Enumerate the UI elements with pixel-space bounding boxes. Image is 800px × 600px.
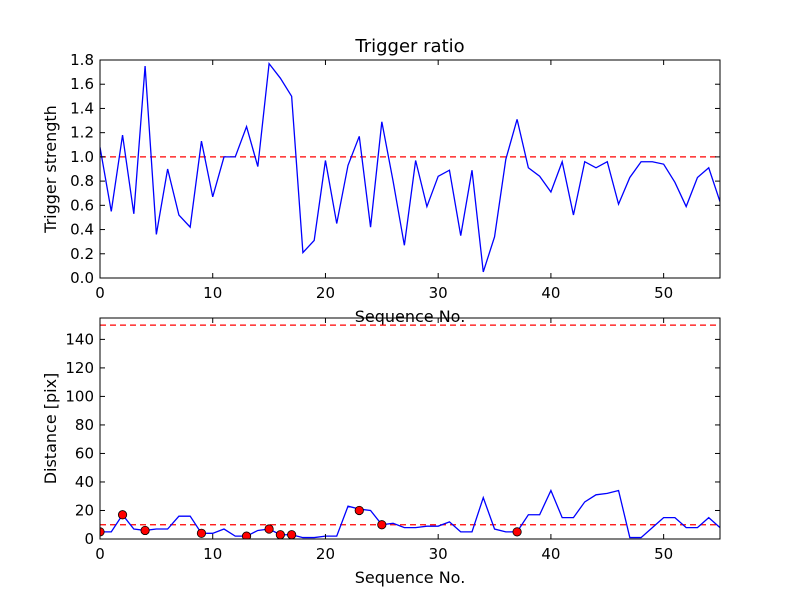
distance-x-tick-label: 0	[95, 545, 105, 563]
trigger-ratio-x-tick-label: 30	[429, 284, 448, 302]
distance-axes-frame	[99, 317, 721, 540]
distance-y-tick-label: 80	[75, 416, 94, 434]
trigger-ratio-x-tick-label: 20	[316, 284, 335, 302]
distance-y-tick-label: 20	[75, 501, 94, 519]
trigger-ratio-y-tick-label: 1.4	[70, 99, 94, 117]
distance-chart: 0 10 20 30 40 50 0 20 40 60 80 100 120 140 Sequence N…	[41, 317, 721, 587]
distance-y-tick-label: 120	[65, 359, 94, 377]
trigger-ratio-title: Trigger ratio	[354, 36, 464, 57]
trigger-ratio-x-tick-label: 40	[541, 284, 560, 302]
distance-marker-point	[241, 531, 252, 539]
trigger-ratio-x-axis-label: Sequence No.	[355, 307, 466, 326]
distance-x-tick-label: 30	[429, 545, 448, 563]
distance-plot-area	[99, 317, 721, 540]
distance-marker-point	[377, 520, 387, 530]
trigger-ratio-plot-area	[99, 59, 721, 279]
trigger-ratio-y-tick-label: 0.6	[70, 196, 94, 214]
trigger-ratio-x-tick-label: 50	[654, 284, 673, 302]
distance-marker-point	[287, 530, 297, 539]
trigger-ratio-clip-group	[100, 61, 720, 273]
distance-y-tick-label: 140	[65, 330, 94, 348]
trigger-ratio-y-tick-label: 1.8	[70, 51, 94, 69]
distance-marker-point	[275, 530, 285, 539]
trigger-ratio-axes-frame	[99, 59, 721, 279]
trigger-ratio-chart: 0 10 20 30 40 50 0.0 0.2 0.4 0.6 0.8 1.0 1.2 1.4 1.6 1.…	[41, 36, 721, 326]
distance-marker-point	[117, 510, 128, 520]
trigger-ratio-y-tick-label: 0.2	[70, 245, 94, 263]
trigger-ratio-y-axis-label: Trigger strength	[41, 105, 60, 234]
distance-x-axis-label: Sequence No.	[355, 568, 466, 587]
distance-marker-point	[196, 528, 207, 538]
trigger-ratio-ticks: 0 10 20 30 40 50 0.0 0.2 0.4 0.6 0.8 1.0 1.2 1.4 1.6 1.…	[70, 51, 720, 302]
distance-marker-point	[264, 524, 274, 534]
distance-y-tick-label: 40	[75, 473, 94, 491]
distance-clip-group	[100, 324, 720, 539]
distance-y-tick-label: 0	[84, 530, 94, 548]
distance-marker-point	[140, 525, 150, 536]
trigger-ratio-y-tick-label: 0.8	[70, 172, 94, 190]
trigger-ratio-x-tick-label: 10	[203, 284, 222, 302]
distance-x-tick-label: 10	[203, 545, 222, 563]
distance-ticks: 0 10 20 30 40 50 0 20 40 60 80 100 120 140	[65, 318, 720, 563]
trigger-ratio-y-tick-label: 0.4	[70, 221, 94, 239]
distance-x-tick-label: 20	[316, 545, 335, 563]
trigger-ratio-y-tick-label: 1.2	[70, 124, 94, 142]
distance-y-axis-label: Distance [pix]	[41, 373, 60, 485]
trigger-ratio-y-tick-label: 1.6	[70, 75, 94, 93]
trigger-ratio-x-tick-label: 0	[95, 284, 105, 302]
distance-y-tick-label: 100	[65, 387, 94, 405]
trigger-ratio-y-tick-label: 1.0	[70, 148, 94, 166]
distance-x-tick-label: 40	[541, 545, 560, 563]
distance-x-tick-label: 50	[654, 545, 673, 563]
trigger-ratio-series-line	[100, 61, 720, 273]
trigger-ratio-y-tick-label: 0.0	[70, 269, 94, 287]
distance-marker-point	[354, 505, 364, 516]
distance-y-tick-label: 60	[75, 444, 94, 462]
distance-marker-point	[512, 527, 522, 537]
